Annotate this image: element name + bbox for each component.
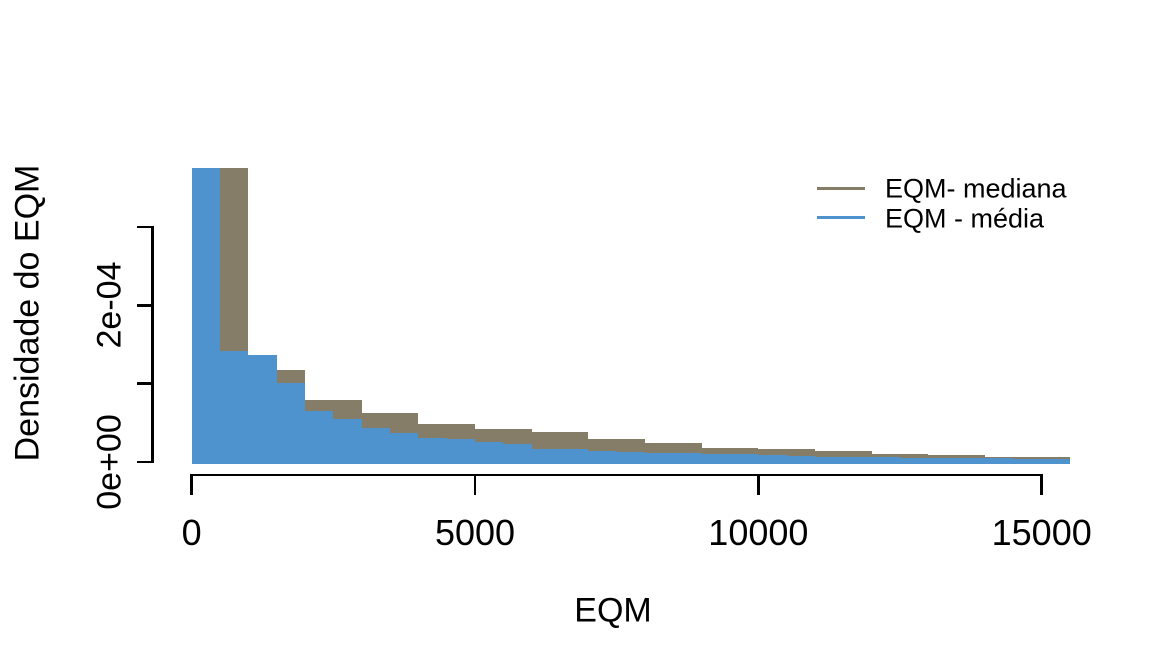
y-tick-mark xyxy=(137,460,152,464)
hist-bar-media xyxy=(928,458,957,465)
hist-bar-media xyxy=(361,428,391,465)
hist-bar-media xyxy=(1041,458,1071,465)
x-tick-mark xyxy=(473,473,477,495)
y-tick-label: 2e-04 xyxy=(90,261,129,349)
hist-bar-media xyxy=(220,350,249,465)
x-tick-mark xyxy=(190,473,193,495)
hist-bar-media xyxy=(305,411,334,465)
hist-bar-media xyxy=(956,458,986,465)
legend-label-mediana: EQM- mediana xyxy=(885,173,1067,204)
hist-bar-media xyxy=(701,454,731,465)
hist-bar-media xyxy=(758,454,787,465)
hist-bar-media xyxy=(900,457,929,465)
hist-bar-media xyxy=(531,448,561,465)
hist-bar-media xyxy=(645,452,674,465)
x-tick-mark xyxy=(1040,473,1043,495)
x-tick-label: 15000 xyxy=(991,512,1092,553)
hist-bar-media xyxy=(475,442,504,465)
hist-bar-media xyxy=(985,458,1014,465)
hist-bar-media xyxy=(333,418,362,465)
legend-label-media: EQM - média xyxy=(885,203,1045,234)
hist-bar-media xyxy=(503,443,532,465)
hist-bar-media xyxy=(786,455,816,465)
legend-line-media xyxy=(816,216,865,220)
x-tick-label: 10000 xyxy=(708,512,809,553)
y-tick-mark xyxy=(137,225,152,229)
hist-bar-media xyxy=(815,456,844,465)
y-tick-mark xyxy=(137,382,152,385)
hist-bar-media xyxy=(390,433,419,465)
hist-bar-mediana xyxy=(871,453,929,465)
hist-bar-media xyxy=(1013,458,1042,465)
hist-bar-media xyxy=(588,451,617,465)
x-axis-line xyxy=(190,473,1043,477)
hist-bar-media xyxy=(730,454,759,465)
hist-bar-media xyxy=(418,437,447,465)
hist-bar-media xyxy=(871,457,901,465)
legend-line-mediana xyxy=(816,186,865,190)
y-tick-mark xyxy=(137,304,152,307)
hist-bar-media xyxy=(616,451,646,465)
x-axis-title: EQM xyxy=(574,591,652,630)
x-tick-label: 5000 xyxy=(434,512,516,553)
hist-bar-media xyxy=(560,449,589,465)
hist-bar-media xyxy=(248,354,277,465)
hist-bar-media xyxy=(191,167,221,465)
y-axis-title: Densidade do EQM xyxy=(8,164,47,462)
y-tick-label: 0e+00 xyxy=(90,414,129,510)
hist-bar-media xyxy=(276,382,306,465)
hist-bar-media xyxy=(446,439,476,465)
y-axis-line xyxy=(151,225,154,464)
x-tick-label: 0 xyxy=(181,512,202,553)
hist-bar-media xyxy=(673,452,702,465)
x-tick-mark xyxy=(757,473,760,495)
hist-bar-media xyxy=(843,456,872,465)
